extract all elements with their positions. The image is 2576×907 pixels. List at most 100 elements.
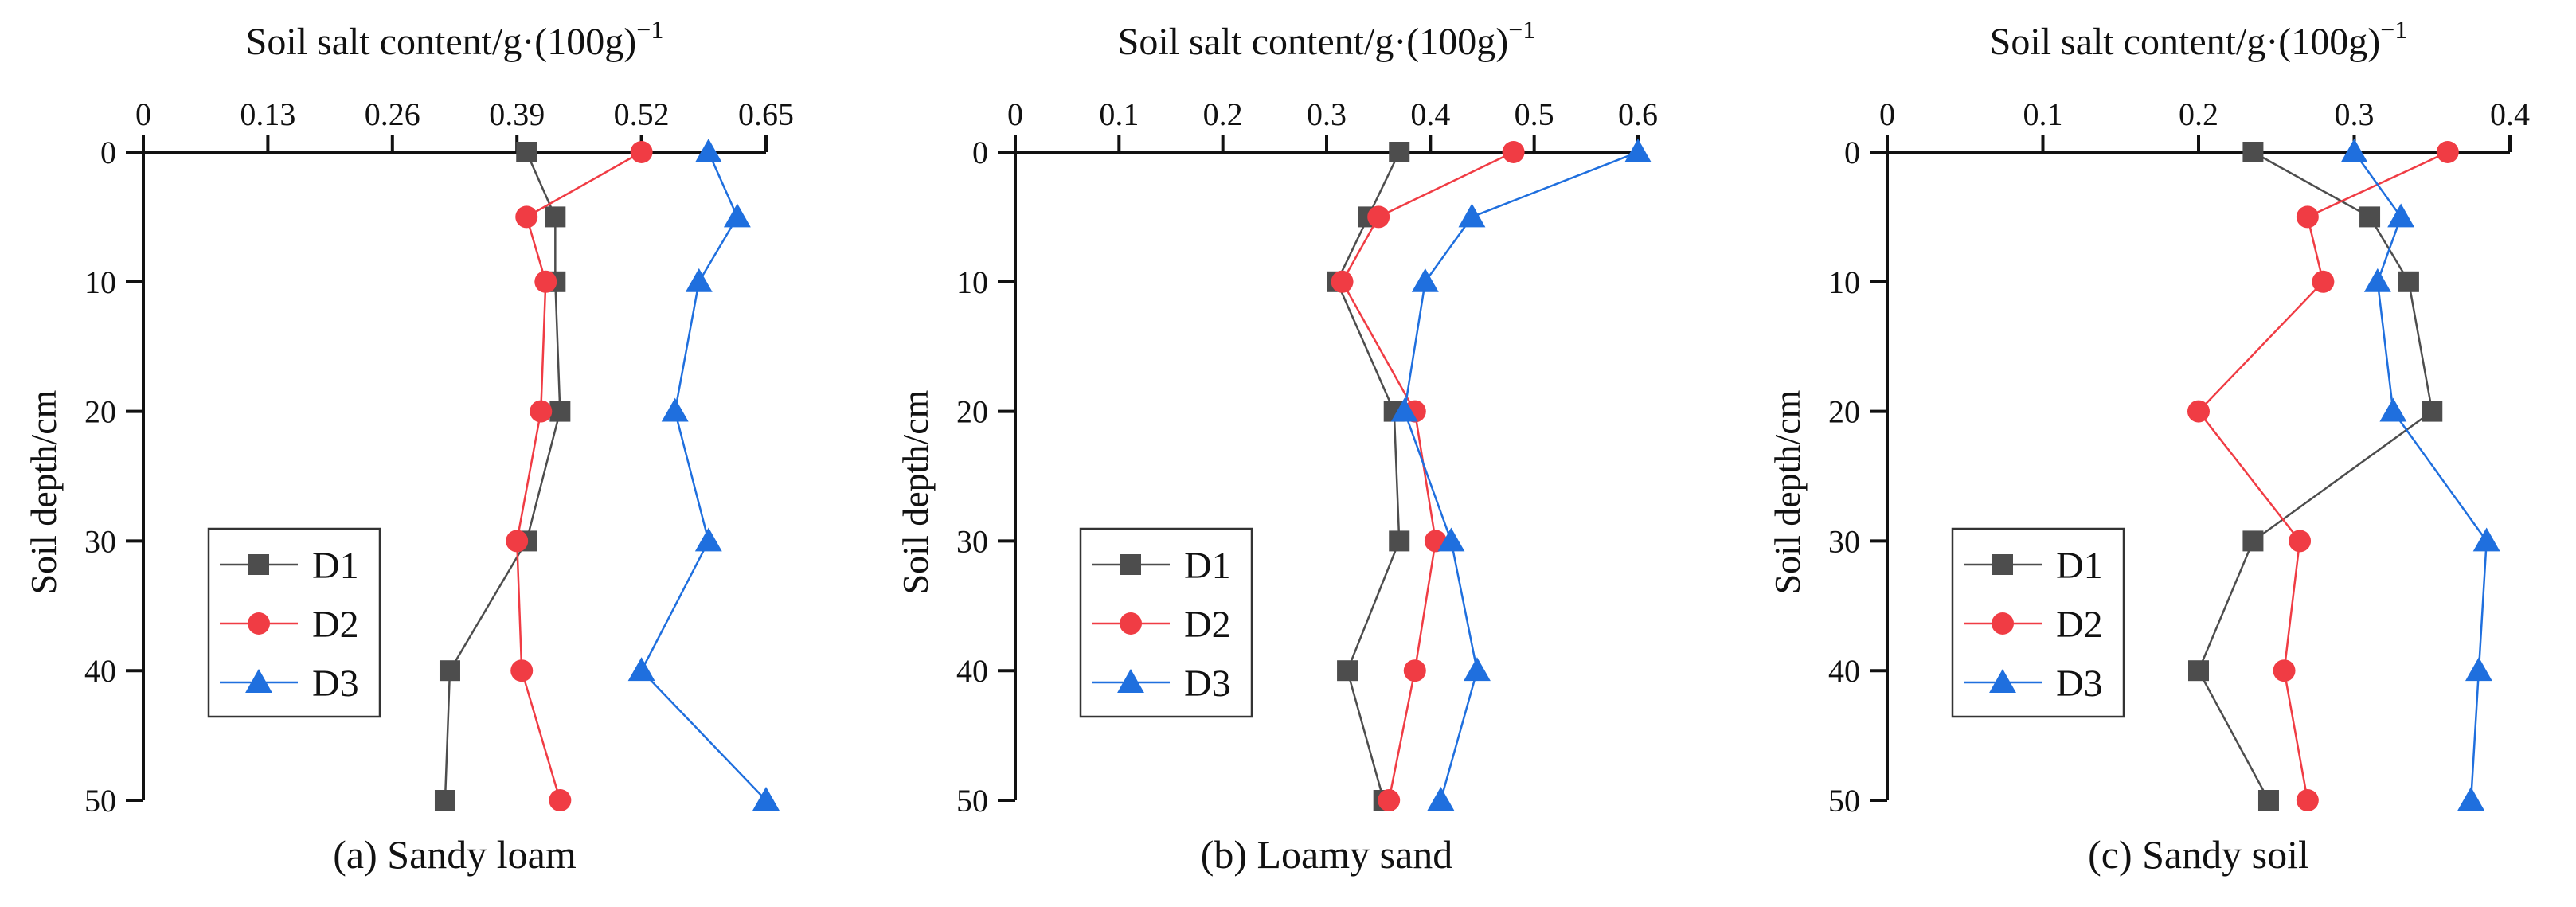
- legend-item-d1: D1: [1092, 545, 1231, 587]
- legend-marker-d2: [1992, 612, 2014, 635]
- legend-marker-d3: [1989, 669, 2016, 693]
- y-tick-label: 0: [100, 135, 116, 170]
- data-point-d3: [694, 527, 722, 552]
- series-line-d3: [1403, 151, 1639, 801]
- data-point-d3: [627, 657, 655, 682]
- y-tick-label: 50: [956, 783, 988, 819]
- data-point-d3: [1390, 397, 1418, 422]
- legend-marker-d2: [248, 612, 270, 635]
- series-line-d2: [2197, 151, 2449, 801]
- x-tick-label: 0.6: [1618, 96, 1658, 132]
- legend: D1 D2 D3: [1951, 527, 2125, 718]
- data-point-d2: [1331, 270, 1354, 293]
- data-point-d2: [630, 141, 653, 163]
- series-line-d1: [444, 151, 561, 801]
- series-d2: [506, 141, 653, 811]
- data-point-d1: [2398, 271, 2419, 292]
- data-point-d2: [2296, 205, 2319, 229]
- data-point-d3: [694, 139, 722, 162]
- data-point-d3: [2387, 203, 2415, 228]
- data-point-d3: [661, 397, 689, 422]
- x-axis-label: Soil salt content/g·(100g)−1: [1990, 15, 2408, 63]
- x-tick-label: 0.26: [365, 96, 420, 132]
- data-point-d3: [2457, 787, 2485, 811]
- data-point-d3: [685, 268, 713, 292]
- data-point-d2: [510, 659, 534, 682]
- legend-label: D2: [312, 604, 359, 646]
- x-tick-label: 0.3: [1307, 96, 1347, 132]
- legend-item-d2: D2: [1092, 604, 1231, 646]
- x-axis-label: Soil salt content/g·(100g)−1: [246, 15, 664, 63]
- legend-item-d1: D1: [220, 545, 359, 587]
- legend-label: D2: [1184, 604, 1231, 646]
- data-point-d2: [1378, 789, 1401, 811]
- y-tick-label: 30: [84, 523, 116, 559]
- x-tick-label: 0.1: [2023, 96, 2063, 132]
- y-tick-label: 0: [972, 135, 988, 170]
- legend-marker-d1: [1120, 554, 1141, 575]
- legend-item-d1: D1: [1964, 545, 2103, 587]
- data-point-d1: [545, 206, 566, 228]
- data-point-d3: [2340, 139, 2368, 162]
- legend-label: D1: [312, 545, 359, 587]
- x-tick-label: 0.39: [489, 96, 545, 132]
- data-point-d3: [1411, 268, 1439, 292]
- y-tick-label: 10: [1828, 264, 1860, 300]
- data-point-d1: [439, 660, 460, 682]
- data-point-d1: [2242, 142, 2264, 162]
- series-d1: [434, 142, 571, 811]
- x-tick-label: 0.3: [2335, 96, 2375, 132]
- series-line-d2: [515, 151, 643, 801]
- chart-panel-1: 0 0.13 0.26 0.39 0.52 0.65 0 10 20 30 40 50 Soil sal…: [23, 15, 794, 877]
- y-tick-label: 20: [84, 394, 116, 430]
- y-tick-label: 10: [956, 264, 988, 300]
- series-d3: [1390, 139, 1652, 811]
- legend-marker-d3: [1117, 669, 1144, 693]
- data-point-d1: [2242, 530, 2264, 552]
- legend-label: D3: [312, 663, 359, 705]
- legend-label: D1: [2056, 545, 2103, 587]
- data-point-d2: [2436, 141, 2459, 163]
- series-d2: [1331, 141, 1525, 811]
- data-point-d2: [1502, 141, 1525, 163]
- data-point-d2: [1403, 659, 1426, 682]
- x-tick-label: 0.52: [614, 96, 670, 132]
- legend-marker-d3: [245, 669, 272, 693]
- chart-title: (c) Sandy soil: [2088, 832, 2309, 877]
- series-line-d3: [2353, 151, 2488, 801]
- data-point-d1: [549, 401, 571, 422]
- chart-panel-2: 0 0.1 0.2 0.3 0.4 0.5 0.6 0 10 20 30 40 50 Soil salt …: [895, 15, 1658, 877]
- data-point-d3: [2379, 397, 2407, 422]
- y-tick-label: 40: [84, 653, 116, 689]
- legend-item-d3: D3: [1092, 663, 1231, 705]
- data-point-d1: [434, 790, 455, 811]
- legend-marker-d1: [248, 554, 269, 575]
- data-point-d1: [2257, 790, 2279, 811]
- x-tick-label: 0: [135, 96, 151, 132]
- x-tick-label: 0.4: [1410, 96, 1450, 132]
- x-axis-label: Soil salt content/g·(100g)−1: [1118, 15, 1536, 63]
- data-point-d2: [506, 530, 529, 553]
- series-d1: [1327, 142, 1410, 811]
- data-point-d2: [530, 400, 553, 423]
- data-point-d3: [752, 787, 780, 811]
- data-point-d3: [723, 203, 751, 228]
- data-point-d2: [2289, 530, 2312, 553]
- data-point-d1: [1337, 660, 1358, 682]
- x-tick-label: 0.4: [2490, 96, 2530, 132]
- legend-label: D3: [1184, 663, 1231, 705]
- data-point-d1: [2359, 206, 2381, 228]
- legend-item-d3: D3: [1964, 663, 2103, 705]
- x-tick-label: 0.1: [1099, 96, 1139, 132]
- y-tick-label: 40: [956, 653, 988, 689]
- series-d2: [2187, 141, 2459, 811]
- data-point-d3: [1624, 139, 1652, 162]
- series-line-d3: [640, 151, 767, 801]
- data-point-d2: [1367, 205, 1390, 229]
- legend: D1 D2 D3: [207, 527, 381, 718]
- y-tick-label: 10: [84, 264, 116, 300]
- chart-title: (b) Loamy sand: [1201, 832, 1453, 877]
- legend-item-d3: D3: [220, 663, 359, 705]
- y-tick-label: 30: [956, 523, 988, 559]
- chart-title: (a) Sandy loam: [333, 832, 577, 877]
